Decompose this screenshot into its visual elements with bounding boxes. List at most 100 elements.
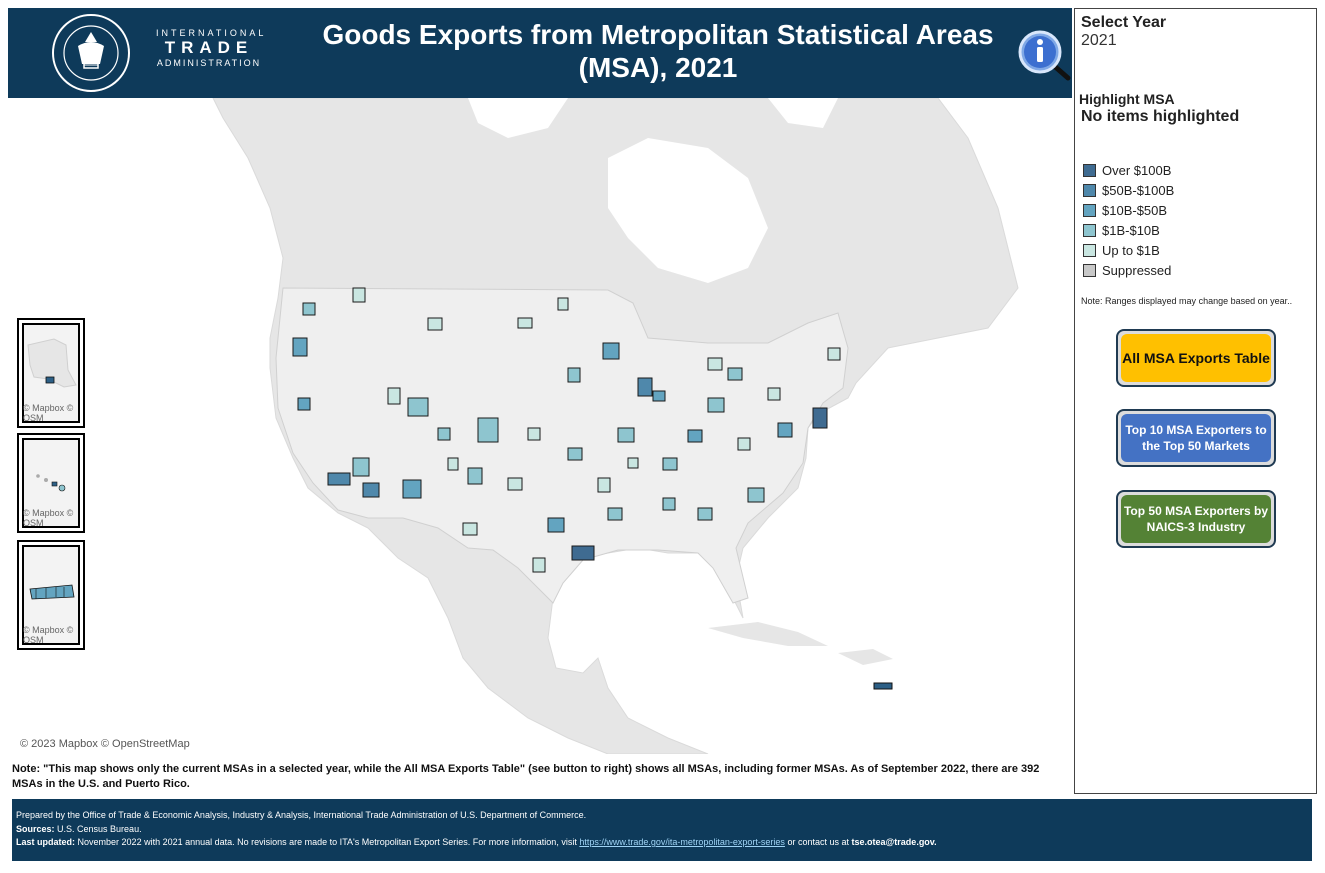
msa-region[interactable]	[557, 297, 569, 311]
legend-swatch	[1083, 203, 1096, 217]
inset-attribution: © Mapbox © OSM	[23, 625, 74, 645]
msa-region[interactable]	[662, 497, 676, 511]
msa-region[interactable]	[617, 427, 635, 443]
msa-region[interactable]	[402, 479, 422, 499]
legend-label: $10B-$50B	[1102, 202, 1168, 218]
title-line-2: (MSA), 2021	[578, 52, 738, 83]
button-label: All MSA Exports Table	[1121, 334, 1271, 382]
title-line-1: Goods Exports from Metropolitan Statisti…	[322, 19, 994, 50]
msa-region[interactable]	[362, 482, 380, 498]
legend-item-suppressed[interactable]: Suppressed	[1083, 261, 1171, 279]
all-msa-exports-table-button[interactable]: All MSA Exports Table	[1116, 329, 1276, 387]
msa-exports-map[interactable]: © Mapbox © OSM © Mapbox © OSM © Mapbox ©…	[8, 98, 1072, 754]
legend-swatch	[1083, 183, 1096, 197]
msa-region[interactable]	[447, 457, 459, 471]
msa-region[interactable]	[662, 457, 678, 471]
select-year-label: Select Year	[1081, 14, 1167, 31]
msa-region[interactable]	[297, 397, 311, 411]
range-note: Note: Ranges displayed may change based …	[1081, 296, 1293, 306]
top-50-msa-exporters-naics-button[interactable]: Top 50 MSA Exporters by NAICS-3 Industry	[1116, 490, 1276, 548]
info-magnifier-icon[interactable]	[1016, 28, 1072, 84]
legend-item-up-to-1b[interactable]: Up to $1B	[1083, 241, 1160, 259]
msa-region[interactable]	[737, 437, 751, 451]
hispaniola	[838, 649, 893, 665]
msa-region[interactable]	[707, 357, 723, 371]
highlight-msa-value[interactable]: No items highlighted	[1081, 108, 1240, 125]
msa-regions-layer	[292, 287, 841, 573]
legend-label: Up to $1B	[1102, 242, 1160, 258]
footer-last-updated: Last updated: November 2022 with 2021 an…	[16, 836, 1308, 850]
legend-swatch	[1083, 223, 1096, 237]
hawaii-shape	[36, 474, 66, 492]
contact-email[interactable]: tse.otea@trade.gov.	[851, 837, 937, 847]
msa-region[interactable]	[467, 467, 483, 485]
msa-region[interactable]	[507, 477, 523, 491]
msa-region[interactable]	[437, 427, 451, 441]
contiguous-us	[275, 287, 849, 604]
msa-region[interactable]	[532, 557, 546, 573]
msa-region[interactable]	[627, 457, 639, 469]
last-updated-text: November 2022 with 2021 annual data. No …	[77, 837, 577, 847]
msa-region[interactable]	[707, 397, 725, 413]
msa-region[interactable]	[827, 347, 841, 361]
msa-region[interactable]	[607, 507, 623, 521]
map-canvas[interactable]	[8, 98, 1072, 754]
puerto-rico-inset[interactable]: © Mapbox © OSM	[17, 540, 85, 650]
department-of-commerce-seal-icon	[52, 14, 130, 92]
msa-region[interactable]	[327, 472, 351, 486]
msa-region[interactable]	[597, 477, 611, 493]
msa-region[interactable]	[727, 367, 743, 381]
alaska-inset[interactable]: © Mapbox © OSM	[17, 318, 85, 428]
inset-attribution: © Mapbox © OSM	[23, 508, 74, 528]
msa-region[interactable]	[352, 457, 370, 477]
msa-region[interactable]	[777, 422, 793, 438]
msa-region[interactable]	[571, 545, 595, 561]
msa-region[interactable]	[812, 407, 828, 429]
map-note: Note: "This map shows only the current M…	[12, 763, 1040, 790]
legend-item-over-100b[interactable]: Over $100B	[1083, 161, 1171, 179]
legend-item-50b-100b[interactable]: $50B-$100B	[1083, 181, 1174, 199]
puerto-rico-main	[873, 682, 893, 690]
metro-export-series-link[interactable]: https://www.trade.gov/ita-metropolitan-e…	[579, 837, 785, 847]
msa-region[interactable]	[567, 447, 583, 461]
msa-region[interactable]	[767, 387, 781, 401]
msa-region[interactable]	[602, 342, 620, 360]
msa-region[interactable]	[517, 317, 533, 329]
header-banner: INTERNATIONAL TRADE ADMINISTRATION Goods…	[8, 8, 1072, 98]
legend-item-1b-10b[interactable]: $1B-$10B	[1083, 221, 1160, 239]
msa-region[interactable]	[637, 377, 653, 397]
puerto-rico-inset-frame	[22, 545, 80, 645]
msa-region[interactable]	[427, 317, 443, 331]
map-attribution: © 2023 Mapbox © OpenStreetMap	[20, 738, 190, 750]
msa-region[interactable]	[352, 287, 366, 303]
button-label: Top 10 MSA Exporters to the Top 50 Marke…	[1121, 414, 1271, 462]
arctic-water	[468, 98, 838, 138]
msa-region[interactable]	[697, 507, 713, 521]
msa-region[interactable]	[687, 429, 703, 443]
hudson-bay	[608, 138, 768, 283]
msa-region[interactable]	[477, 417, 499, 443]
msa-region[interactable]	[527, 427, 541, 441]
msa-region[interactable]	[747, 487, 765, 503]
msa-region[interactable]	[547, 517, 565, 533]
msa-region[interactable]	[462, 522, 478, 536]
msa-region[interactable]	[407, 397, 429, 417]
hawaii-inset[interactable]: © Mapbox © OSM	[17, 433, 85, 533]
inset-attribution: © Mapbox © OSM	[23, 403, 74, 423]
logo-line-trade: TRADE	[164, 38, 254, 57]
select-year-value[interactable]: 2021	[1081, 32, 1117, 49]
msa-region[interactable]	[292, 337, 308, 357]
top-10-msa-exporters-button[interactable]: Top 10 MSA Exporters to the Top 50 Marke…	[1116, 409, 1276, 467]
alaska-inset-frame	[22, 323, 80, 423]
contact-text: or contact us at	[787, 837, 849, 847]
legend-item-10b-50b[interactable]: $10B-$50B	[1083, 201, 1167, 219]
msa-region[interactable]	[567, 367, 581, 383]
sources-text: U.S. Census Bureau.	[57, 823, 142, 834]
msa-region[interactable]	[387, 387, 401, 405]
msa-region[interactable]	[302, 302, 316, 316]
puerto-rico-shape	[29, 584, 75, 600]
page-title: Goods Exports from Metropolitan Statisti…	[308, 18, 1008, 84]
msa-region[interactable]	[652, 390, 666, 402]
legend-swatch	[1083, 243, 1096, 257]
control-panel: Select Year 2021 Highlight MSA No items …	[1074, 8, 1317, 794]
